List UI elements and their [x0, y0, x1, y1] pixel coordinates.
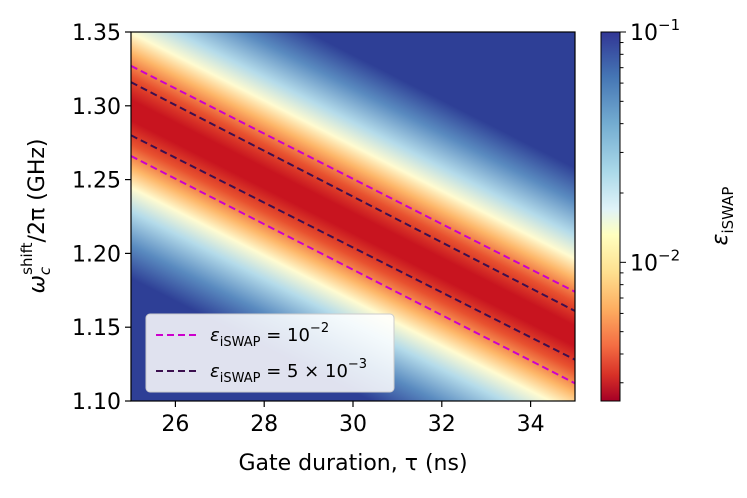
y-tick-label: 1.15	[72, 316, 121, 341]
contour-1-1	[131, 134, 575, 361]
legend-box	[145, 313, 395, 393]
x-tick-label: 26	[161, 412, 189, 437]
x-tick-label: 30	[339, 412, 367, 437]
y-tick-label: 1.10	[72, 390, 121, 415]
x-axis-label: Gate duration, τ (ns)	[238, 451, 467, 476]
legend-label-1e-2: εiSWAP = 10−2	[210, 321, 329, 350]
x-tick-label: 28	[250, 412, 278, 437]
y-axis-label: ωcshift/2π (GHz)	[18, 138, 54, 293]
y-axis: 1.10 1.15 1.20 1.25 1.30 1.35	[72, 21, 131, 415]
legend-label-5e-3: εiSWAP = 5 × 10−3	[210, 357, 367, 386]
colorbar-label: εiSWAP	[708, 187, 737, 246]
x-axis: 26 28 30 32 34	[161, 401, 545, 437]
contour-1-0	[131, 81, 575, 312]
x-tick-label: 32	[428, 412, 456, 437]
colorbar-tick-label: 10−2	[630, 246, 680, 276]
y-axis-label-rest: /2π (GHz)	[25, 138, 50, 242]
contour-0-0	[131, 65, 575, 293]
colorbar: 10−1 10−2 εiSWAP	[600, 16, 737, 402]
contour-0-1	[131, 155, 575, 385]
contour-lines	[131, 65, 575, 385]
colorbar-strip	[600, 31, 621, 402]
colorbar-tick-label: 10−1	[630, 16, 680, 46]
y-axis-label-superscript: shift	[18, 242, 36, 275]
y-axis-label-subscript: c	[36, 266, 54, 275]
y-axis-label-omega: ω	[25, 275, 50, 293]
y-tick-label: 1.35	[72, 21, 121, 46]
x-tick-label: 34	[517, 412, 545, 437]
y-tick-label: 1.25	[72, 169, 121, 194]
colorbar-ticks: 10−1 10−2	[620, 16, 680, 384]
legend: εiSWAP = 10−2 εiSWAP = 5 × 10−3	[145, 313, 395, 393]
y-tick-label: 1.30	[72, 95, 121, 120]
y-tick-label: 1.20	[72, 242, 121, 267]
